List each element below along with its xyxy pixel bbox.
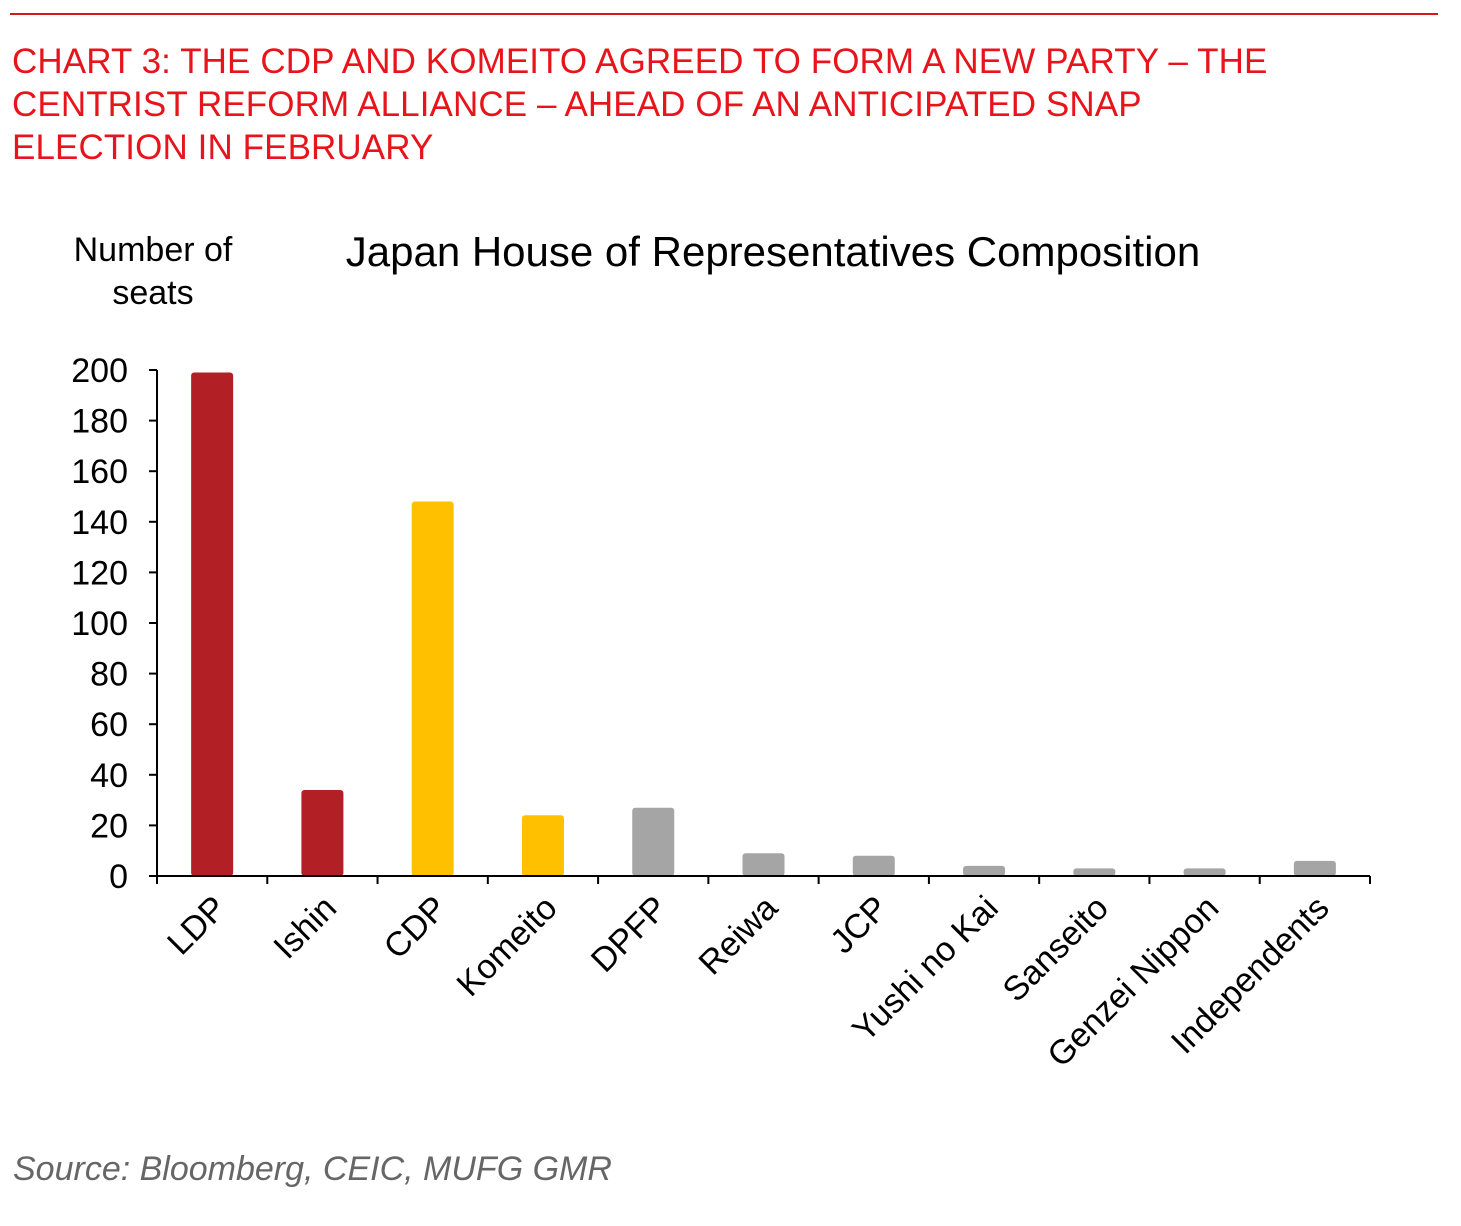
y-tick-label: 140 bbox=[71, 504, 128, 542]
headline-line-3: ELECTION IN FEBRUARY bbox=[12, 128, 434, 167]
y-tick-label: 40 bbox=[90, 757, 128, 795]
bar-independents bbox=[1293, 860, 1336, 876]
x-tick-label: Reiwa bbox=[691, 889, 785, 983]
x-tick-label: JCP bbox=[823, 889, 895, 961]
y-tick-label: 120 bbox=[71, 554, 128, 592]
bar-jcp bbox=[852, 855, 895, 876]
headline-line-2: CENTRIST REFORM ALLIANCE – AHEAD OF AN A… bbox=[12, 85, 1142, 124]
bar-chart: Japan House of Representatives Compositi… bbox=[71, 228, 1371, 1075]
x-tick-label: DPFP bbox=[584, 889, 675, 980]
y-axis-label-line-1: Number of bbox=[74, 231, 233, 269]
axes bbox=[149, 370, 1371, 884]
x-tick-label: Komeito bbox=[450, 889, 565, 1004]
chart-headline: CHART 3: THE CDP AND KOMEITO AGREED TO F… bbox=[12, 40, 1432, 169]
bar-reiwa bbox=[742, 853, 785, 876]
x-tick-label: CDP bbox=[377, 889, 455, 967]
source-note: Source: Bloomberg, CEIC, MUFG GMR bbox=[13, 1150, 612, 1188]
y-tick-label: 100 bbox=[71, 605, 128, 643]
bar-ishin bbox=[301, 789, 344, 876]
y-axis-label-line-2: seats bbox=[112, 274, 193, 312]
y-tick-label: 200 bbox=[71, 352, 128, 390]
y-tick-label: 60 bbox=[90, 706, 128, 744]
bar-ldp bbox=[191, 372, 234, 876]
x-tick-label: LDP bbox=[160, 889, 234, 963]
y-axis-ticks: 0 20 40 60 80 100 120 140 160 180 200 bbox=[71, 352, 157, 896]
y-tick-label: 0 bbox=[109, 858, 128, 896]
chart-title: Japan House of Representatives Compositi… bbox=[346, 228, 1200, 275]
y-tick-label: 20 bbox=[90, 807, 128, 845]
x-tick-label: Ishin bbox=[266, 889, 344, 967]
headline-line-1: CHART 3: THE CDP AND KOMEITO AGREED TO F… bbox=[12, 42, 1268, 81]
y-tick-label: 180 bbox=[71, 403, 128, 441]
bar-sanseito bbox=[1073, 868, 1116, 876]
bar-komeito bbox=[521, 815, 564, 876]
bars bbox=[191, 372, 1336, 876]
bar-genzei-nippon bbox=[1183, 868, 1226, 876]
top-rule bbox=[10, 13, 1438, 15]
bar-cdp bbox=[411, 501, 454, 876]
bar-dpfp bbox=[632, 807, 675, 876]
bar-yushi-no-kai bbox=[963, 865, 1006, 876]
y-tick-label: 160 bbox=[71, 453, 128, 491]
y-tick-label: 80 bbox=[90, 656, 128, 694]
